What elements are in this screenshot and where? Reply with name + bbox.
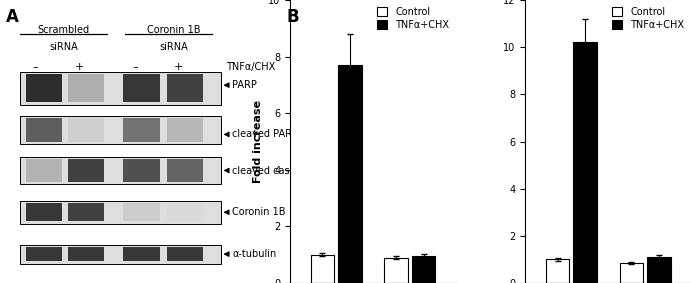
Bar <box>26 203 62 221</box>
Bar <box>620 263 643 283</box>
Text: Coronin 1B: Coronin 1B <box>147 25 201 35</box>
Bar <box>68 74 104 102</box>
Y-axis label: Fold increase: Fold increase <box>253 100 263 183</box>
Text: α-tubulin: α-tubulin <box>225 249 276 259</box>
Bar <box>412 256 435 283</box>
Text: cleaved caspase 3: cleaved caspase 3 <box>225 166 323 175</box>
Text: cleaved PARP: cleaved PARP <box>225 129 299 140</box>
Bar <box>167 247 203 261</box>
Bar <box>26 247 62 261</box>
Bar <box>68 203 104 221</box>
Bar <box>20 157 220 184</box>
Bar <box>123 203 160 221</box>
Bar <box>26 74 62 102</box>
Bar <box>123 74 160 102</box>
Text: +: + <box>174 62 183 72</box>
Bar <box>26 118 62 142</box>
Bar <box>573 42 597 283</box>
Bar <box>68 159 104 182</box>
Text: siRNA: siRNA <box>160 42 189 52</box>
Bar <box>167 203 203 221</box>
Bar <box>546 260 569 283</box>
Bar <box>68 118 104 142</box>
Bar <box>20 201 220 224</box>
Text: A: A <box>6 8 19 27</box>
Text: –: – <box>132 62 138 72</box>
Text: Coronin 1B: Coronin 1B <box>225 207 285 217</box>
Text: siRNA: siRNA <box>50 42 78 52</box>
Bar <box>123 118 160 142</box>
Bar <box>68 247 104 261</box>
Bar <box>384 258 408 283</box>
Bar <box>20 245 220 264</box>
Bar <box>167 74 203 102</box>
Bar <box>167 159 203 182</box>
Legend: Control, TNFα+CHX: Control, TNFα+CHX <box>375 5 451 32</box>
Bar <box>167 118 203 142</box>
Bar <box>310 255 334 283</box>
Bar <box>20 116 220 144</box>
Bar <box>123 247 160 261</box>
Bar <box>123 159 160 182</box>
Bar <box>20 72 220 105</box>
Legend: Control, TNFα+CHX: Control, TNFα+CHX <box>609 5 686 32</box>
Text: PARP: PARP <box>225 80 257 90</box>
Bar <box>26 159 62 182</box>
Text: –: – <box>32 62 37 72</box>
Text: +: + <box>75 62 84 72</box>
Text: B: B <box>287 8 299 27</box>
Text: TNFα/CHX: TNFα/CHX <box>227 62 276 72</box>
Bar <box>338 65 361 283</box>
Bar <box>647 257 671 283</box>
Text: Scrambled: Scrambled <box>38 25 90 35</box>
